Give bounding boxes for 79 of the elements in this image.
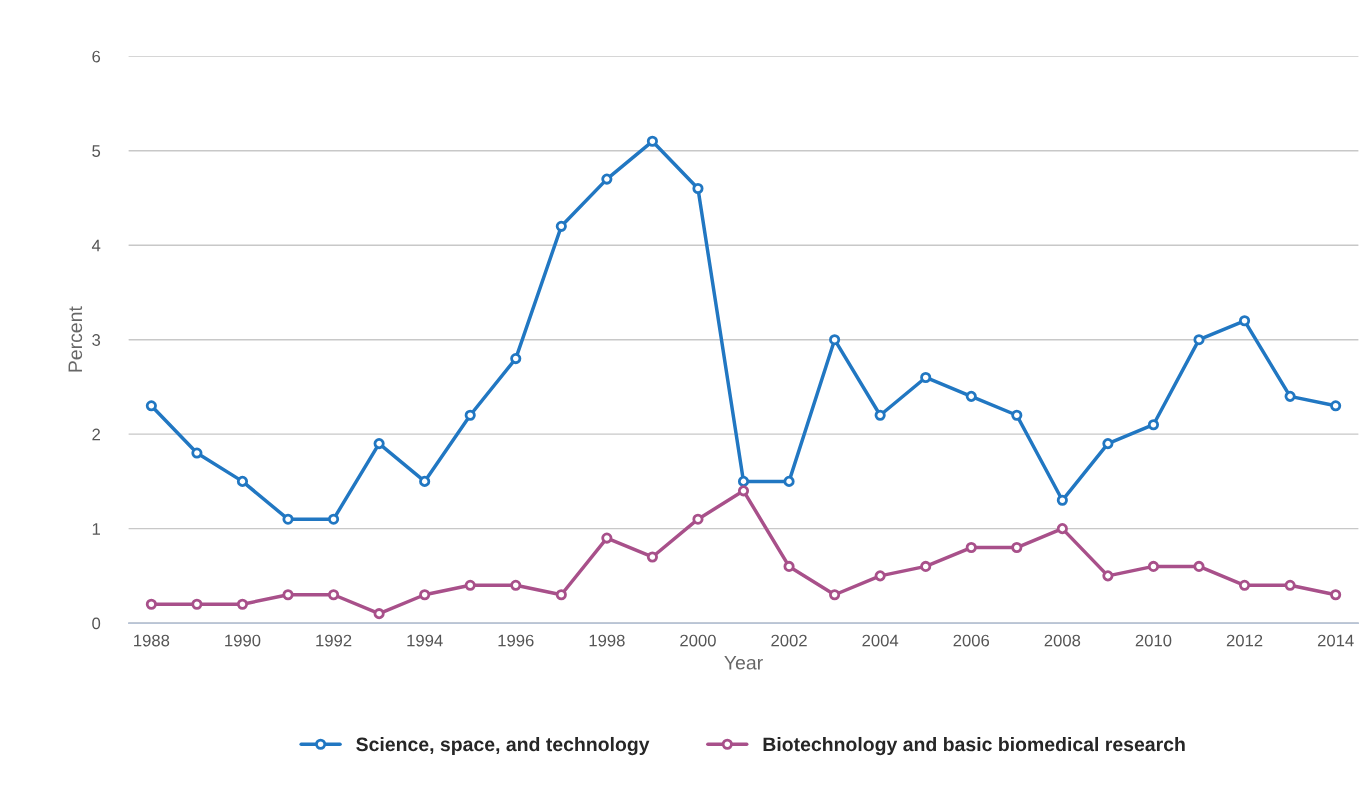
point xyxy=(1238,315,1251,327)
point xyxy=(646,135,658,147)
point xyxy=(510,579,522,591)
point xyxy=(282,589,294,601)
point xyxy=(1330,589,1342,601)
point xyxy=(692,513,704,525)
point xyxy=(601,532,613,544)
point xyxy=(1193,334,1205,346)
point xyxy=(236,598,249,610)
point xyxy=(555,589,567,601)
x-tick-label: 1998 xyxy=(589,634,625,647)
y-tick-label: 2 xyxy=(92,428,100,441)
point xyxy=(783,475,795,487)
point xyxy=(145,598,157,610)
point xyxy=(419,475,431,487)
point xyxy=(646,551,658,563)
point xyxy=(692,182,704,195)
point xyxy=(1011,541,1023,554)
point xyxy=(328,589,340,601)
y-tick-label: 4 xyxy=(91,239,101,252)
y-axis-title: Percent xyxy=(68,306,83,372)
point xyxy=(464,409,476,421)
x-tick-label: 1996 xyxy=(498,634,534,647)
point xyxy=(1147,560,1160,572)
point xyxy=(829,334,841,346)
x-tick-label: 2008 xyxy=(1044,634,1081,647)
y-tick-label: 1 xyxy=(92,523,100,535)
x-axis-title: Year xyxy=(724,656,763,670)
point xyxy=(145,400,157,412)
x-tick-label: 1994 xyxy=(407,634,443,647)
point xyxy=(783,560,795,572)
point xyxy=(1102,438,1114,450)
point xyxy=(965,390,977,402)
x-tick-label: 1990 xyxy=(225,634,261,647)
point xyxy=(601,173,613,185)
point xyxy=(1193,560,1205,572)
legend-label: Biotechnology and basic biomedical research xyxy=(763,736,1185,756)
point xyxy=(373,438,385,450)
x-tick-label: 1988 xyxy=(134,634,170,647)
point xyxy=(1284,579,1296,591)
x-tick-label: 2000 xyxy=(680,634,716,647)
point xyxy=(920,560,932,572)
point xyxy=(737,475,750,487)
point xyxy=(965,541,977,554)
point xyxy=(1330,400,1342,412)
point xyxy=(373,608,385,620)
point xyxy=(1102,570,1114,582)
point xyxy=(328,513,340,525)
point xyxy=(191,598,203,610)
x-tick-label: 2010 xyxy=(1135,634,1172,647)
y-tick-label: 3 xyxy=(92,334,101,346)
point xyxy=(1011,409,1023,421)
x-tick-label: 1992 xyxy=(316,634,352,647)
point xyxy=(737,485,750,497)
point xyxy=(510,353,522,365)
point xyxy=(282,513,294,525)
y-tick-label: 5 xyxy=(92,145,101,157)
point xyxy=(874,409,886,421)
x-tick-label: 2014 xyxy=(1317,634,1354,647)
x-tick-label: 2012 xyxy=(1226,634,1263,647)
point xyxy=(1056,523,1068,535)
point xyxy=(419,589,431,601)
point xyxy=(874,570,886,582)
point xyxy=(191,447,203,459)
point xyxy=(1238,579,1251,591)
point xyxy=(555,220,567,232)
legend-label: Science, space, and technology xyxy=(356,736,650,756)
y-tick-label: 0 xyxy=(92,617,101,630)
point xyxy=(236,475,249,487)
point xyxy=(464,579,476,591)
point xyxy=(1147,419,1160,431)
y-tick-label: 6 xyxy=(92,50,101,63)
point xyxy=(829,589,841,601)
x-tick-label: 2004 xyxy=(862,634,899,647)
point xyxy=(920,371,932,384)
x-tick-label: 2002 xyxy=(771,634,807,647)
x-tick-label: 2006 xyxy=(953,634,990,647)
point xyxy=(1056,494,1068,506)
point xyxy=(1284,390,1296,402)
